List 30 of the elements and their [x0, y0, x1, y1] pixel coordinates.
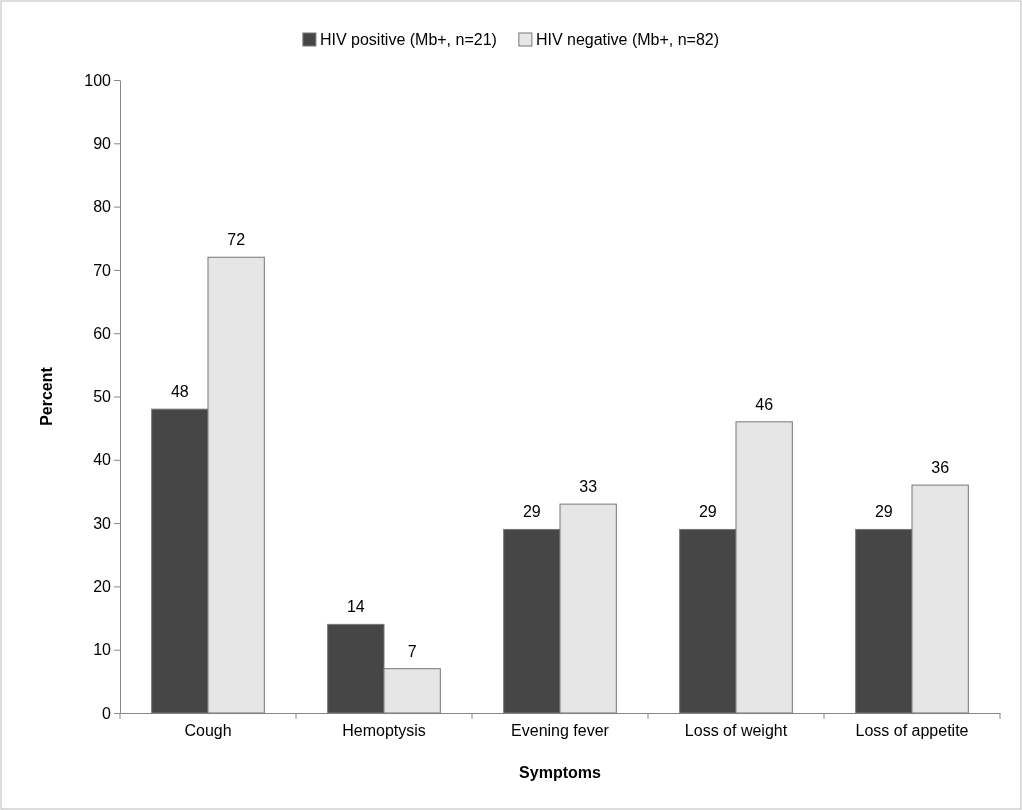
data-label: 29: [522, 503, 541, 521]
x-tick-label: Loss of appetite: [855, 722, 969, 740]
data-label: 29: [698, 503, 717, 521]
data-label: 29: [874, 503, 893, 521]
x-tick-label: Hemoptysis: [342, 722, 426, 740]
data-label: 33: [579, 478, 598, 496]
x-tick-label: Cough: [184, 722, 232, 740]
data-label: 48: [170, 383, 189, 401]
y-tick-label: 100: [84, 71, 112, 89]
legend-label: HIV positive (Mb+, n=21): [319, 31, 497, 48]
y-tick-label: 80: [93, 198, 112, 216]
y-tick-label: 40: [93, 451, 112, 469]
legend-label: HIV negative (Mb+, n=82): [535, 31, 720, 48]
data-label: 14: [346, 598, 365, 616]
x-tick-label: Evening fever: [511, 722, 610, 740]
y-tick-label: 60: [93, 324, 112, 342]
data-label: 46: [755, 395, 774, 413]
x-axis-title: Symptoms: [519, 764, 601, 781]
data-label: 36: [931, 459, 950, 477]
x-tick-label: Loss of weight: [684, 722, 788, 740]
y-tick-label: 10: [93, 641, 112, 659]
y-axis-title: Percent: [38, 366, 55, 426]
y-tick-label: 70: [93, 261, 112, 279]
data-label: 7: [407, 642, 417, 660]
y-tick-label: 90: [93, 134, 112, 152]
y-tick-label: 50: [93, 388, 112, 406]
y-tick-label: 20: [93, 578, 112, 596]
y-tick-label: 30: [93, 514, 112, 532]
data-label: 72: [227, 231, 246, 249]
y-tick-label: 0: [102, 704, 112, 722]
